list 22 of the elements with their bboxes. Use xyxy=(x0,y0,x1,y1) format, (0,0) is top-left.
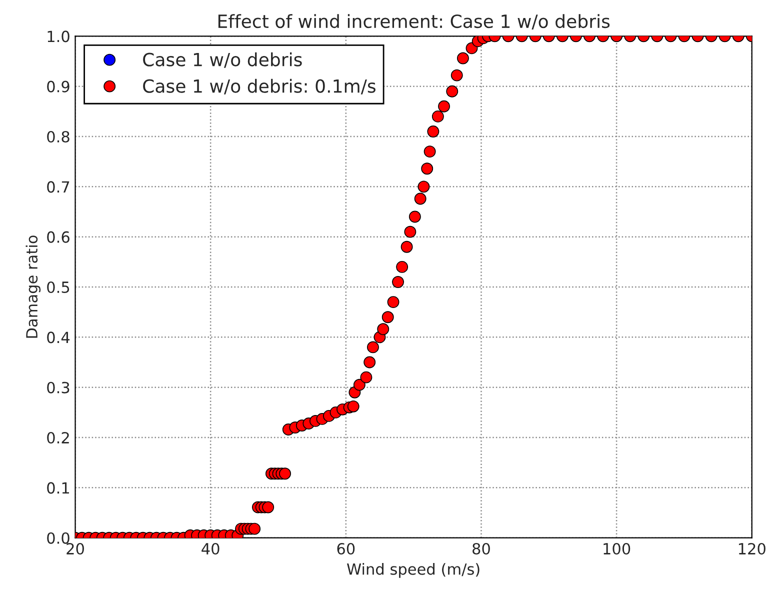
x-tick-label: 80 xyxy=(472,542,490,555)
x-tick-label: 60 xyxy=(337,542,355,555)
x-tick-label: 20 xyxy=(66,542,84,555)
y-tick-label: 0.2 xyxy=(47,432,69,444)
y-tick-label: 0.6 xyxy=(47,231,70,243)
y-tick-label: 0.0 xyxy=(47,532,70,544)
legend-label: Case 1 w/o debris xyxy=(143,52,302,68)
y-tick-label: 0.7 xyxy=(47,181,70,193)
y-axis-title: Damage ratio xyxy=(26,236,41,338)
y-tick-label: 0.9 xyxy=(47,80,70,92)
x-tick-label: 100 xyxy=(604,542,630,555)
y-tick-label: 0.5 xyxy=(47,281,70,294)
chart-title: Effect of wind increment: Case 1 w/o debris xyxy=(218,14,610,30)
y-tick-label: 1.0 xyxy=(48,30,70,42)
x-tick-label: 120 xyxy=(738,542,766,555)
x-axis-title: Wind speed (m/s) xyxy=(346,563,480,578)
y-tick-label: 0.3 xyxy=(47,382,70,394)
x-tick-label: 40 xyxy=(202,542,220,555)
y-tick-label: 0.8 xyxy=(47,130,70,143)
legend-label: Case 1 w/o debris: 0.1m/s xyxy=(143,78,376,94)
y-tick-label: 0.1 xyxy=(47,482,69,494)
y-tick-label: 0.4 xyxy=(47,332,70,344)
